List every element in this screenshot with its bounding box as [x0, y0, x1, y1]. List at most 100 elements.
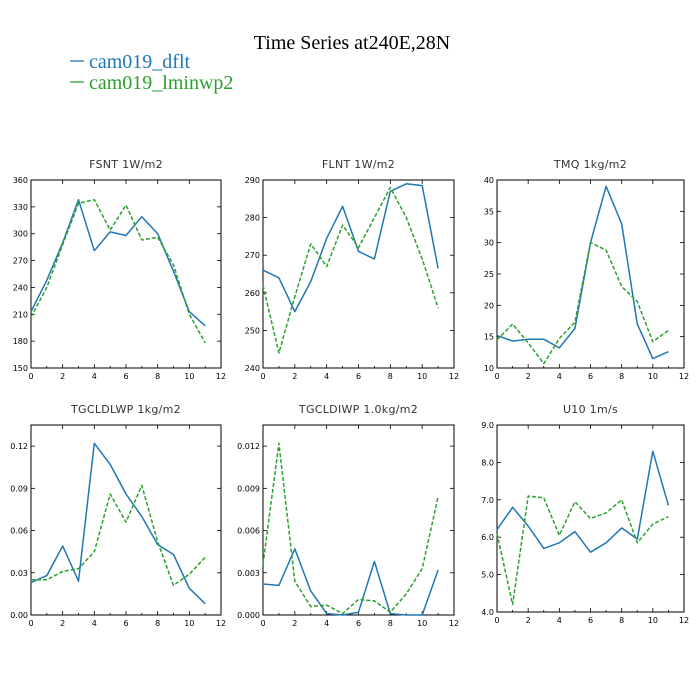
y-tick-label: 0.03	[10, 569, 28, 578]
series-line-lminwp2-flnt	[262, 186, 439, 354]
plot-frame-flnt	[262, 179, 455, 369]
series-line-lminwp2-fsnt	[30, 198, 206, 344]
y-tick-label: 290	[245, 176, 260, 185]
panel-tgcldlwp: TGCLDLWP 1kg/m2 0 2 4 6 8 10 12 0.00 0.03 0.06 0.09…	[10, 403, 226, 628]
series-line-lminwp2-tgcldlwp	[31, 484, 206, 587]
y-tick-label: 20	[484, 301, 494, 310]
panel-fsnt: FSNT 1W/m2 0 2 4 6 8 10 12 150 180 210 240 270 300 330…	[13, 158, 226, 381]
y-tick-label: 15	[484, 333, 494, 342]
x-tick-label: 12	[449, 619, 459, 628]
series-line-lminwp2-tgcldiwp	[262, 442, 439, 615]
x-tick-label: 0	[28, 619, 33, 628]
y-tick-label: 360	[13, 176, 28, 185]
y-tick-label: 330	[13, 203, 28, 212]
plot-frame-tgcldiwp	[262, 424, 455, 616]
panel-title-tgcldlwp: TGCLDLWP 1kg/m2	[70, 403, 181, 416]
x-tick-label: 12	[216, 372, 226, 381]
y-tick-label: 5.0	[481, 571, 494, 580]
y-tick-label: 0.00	[10, 611, 28, 620]
x-tick-label: 10	[648, 616, 658, 625]
panel-u10: U10 1m/s 0 2 4 6 8 10 12 4.0 5.0 6.0 7.0 8.0 9.0	[481, 403, 689, 625]
x-tick-label: 0	[260, 372, 265, 381]
y-tick-label: 25	[484, 270, 494, 279]
y-tick-label: 35	[484, 207, 494, 216]
x-tick-label: 6	[356, 619, 361, 628]
series-line-dflt-tgcldlwp	[30, 442, 206, 605]
series-line-dflt-u10	[496, 450, 670, 553]
x-tick-label: 8	[388, 372, 393, 381]
x-tick-label: 6	[588, 372, 593, 381]
x-tick-label: 0	[28, 372, 33, 381]
y-tick-label: 280	[245, 214, 260, 223]
y-tick-label: 240	[13, 283, 28, 292]
y-tick-label: 150	[13, 364, 28, 373]
x-tick-label: 2	[60, 372, 65, 381]
series-line-lminwp2-u10	[496, 495, 669, 606]
series-line-dflt-tgcldiwp	[262, 548, 439, 616]
x-tick-label: 10	[648, 372, 658, 381]
x-tick-label: 12	[216, 619, 226, 628]
x-tick-label: 10	[184, 372, 194, 381]
x-tick-label: 2	[292, 619, 297, 628]
panel-title-u10: U10 1m/s	[563, 403, 618, 416]
x-tick-label: 10	[184, 619, 194, 628]
panel-tmq: TMQ 1kg/m2 0 2 4 6 8 10 12 10 15 20 25 30 35 40	[484, 158, 689, 381]
plot-frame-tgcldlwp	[30, 424, 222, 616]
y-tick-label: 250	[245, 326, 260, 335]
x-tick-label: 12	[449, 372, 459, 381]
series-line-lminwp2-tmq	[496, 241, 669, 365]
x-tick-label: 8	[388, 619, 393, 628]
figure-title: Time Series at240E,28N	[254, 32, 450, 54]
y-tick-label: 7.0	[481, 496, 494, 505]
x-tick-label: 0	[260, 619, 265, 628]
y-tick-label: 9.0	[481, 421, 494, 430]
y-tick-label: 240	[245, 364, 260, 373]
y-tick-label: 270	[245, 251, 260, 260]
x-tick-label: 12	[679, 372, 689, 381]
y-tick-label: 4.0	[481, 608, 494, 617]
x-tick-label: 2	[292, 372, 297, 381]
x-tick-label: 4	[557, 616, 562, 625]
y-tick-label: 270	[13, 257, 28, 266]
x-tick-label: 2	[526, 616, 531, 625]
y-tick-label: 260	[245, 289, 260, 298]
y-tick-label: 210	[13, 310, 28, 319]
y-tick-label: 0.012	[237, 442, 260, 451]
y-tick-label: 40	[484, 176, 494, 185]
y-tick-label: 0.000	[237, 611, 260, 620]
panel-title-flnt: FLNT 1W/m2	[322, 158, 395, 171]
y-tick-label: 0.003	[237, 569, 260, 578]
y-tick-label: 30	[484, 239, 494, 248]
series-line-dflt-tmq	[496, 185, 669, 360]
y-tick-label: 6.0	[481, 533, 494, 542]
panel-tgcldiwp: TGCLDIWP 1.0kg/m2 0 2 4 6 8 10 12 0.000 0.003 0.00…	[237, 403, 459, 628]
y-tick-label: 8.0	[481, 458, 494, 467]
y-tick-label: 300	[13, 230, 28, 239]
legend-label-lminwp2: cam019_lminwp2	[89, 72, 233, 94]
x-tick-label: 2	[60, 619, 65, 628]
x-tick-label: 6	[588, 616, 593, 625]
x-tick-label: 8	[155, 619, 160, 628]
x-tick-label: 6	[356, 372, 361, 381]
y-tick-label: 0.006	[237, 527, 260, 536]
x-tick-label: 10	[417, 619, 427, 628]
panel-title-tmq: TMQ 1kg/m2	[553, 158, 627, 171]
plot-frame-fsnt	[30, 179, 222, 369]
y-tick-label: 0.009	[237, 484, 260, 493]
panel-flnt: FLNT 1W/m2 0 2 4 6 8 10 12 240 250 260 270 280 290	[245, 158, 459, 381]
x-tick-label: 4	[324, 619, 329, 628]
chart-panels: FSNT 1W/m20 2 4 6 8 10 12150180210240270300330…	[10, 158, 689, 628]
series-line-dflt-fsnt	[30, 198, 206, 327]
x-tick-label: 0	[494, 616, 499, 625]
y-tick-label: 0.12	[10, 442, 28, 451]
series-line-dflt-flnt	[262, 183, 439, 313]
x-tick-label: 12	[679, 616, 689, 625]
x-tick-label: 6	[123, 372, 128, 381]
y-tick-label: 10	[484, 364, 494, 373]
y-tick-label: 0.06	[10, 527, 28, 536]
x-tick-label: 0	[494, 372, 499, 381]
x-tick-label: 4	[92, 372, 97, 381]
x-tick-label: 4	[557, 372, 562, 381]
x-tick-label: 8	[155, 372, 160, 381]
